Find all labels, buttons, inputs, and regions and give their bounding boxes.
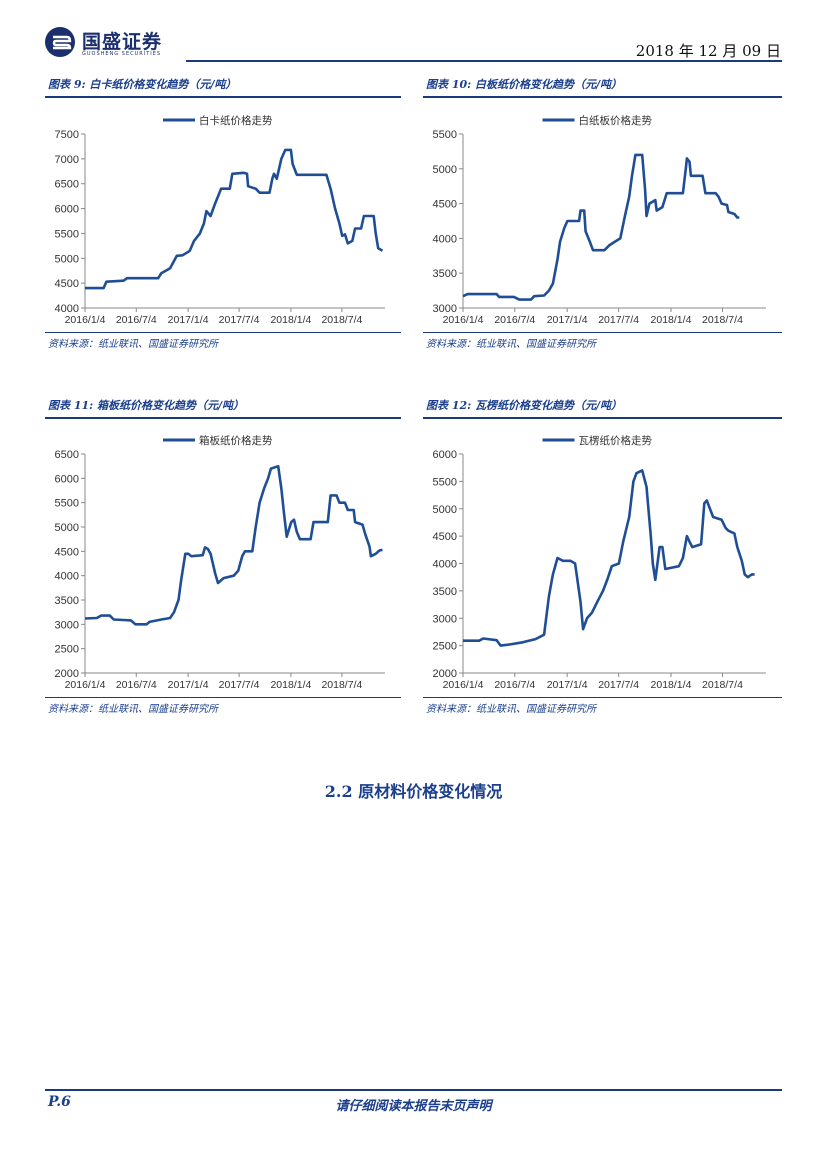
x-tick-label: 2018/1/4: [270, 679, 311, 691]
x-tick-label: 2016/1/4: [65, 679, 106, 691]
x-tick-label: 2017/1/4: [547, 314, 588, 326]
x-tick-label: 2017/7/4: [598, 679, 639, 691]
chart-white-board: 3000 3500 4000 4500 5000 5500 2016/1/4 2016/7/4…: [433, 114, 766, 326]
y-tick-label: 4000: [433, 559, 457, 571]
x-tick-label: 2018/1/4: [270, 314, 311, 326]
chart-source-11: 资料来源：纸业联讯、国盛证券研究所: [48, 704, 218, 715]
legend-label: 瓦楞纸价格走势: [579, 434, 653, 447]
y-tick-label: 4500: [55, 278, 79, 290]
y-tick-label: 6000: [55, 204, 79, 216]
x-tick-label: 2018/1/4: [651, 679, 692, 691]
caption-rule-11: [45, 417, 401, 419]
series-line: [463, 469, 755, 647]
y-tick-label: 4500: [433, 531, 457, 543]
chart-source-10: 资料来源：纸业联讯、国盛证券研究所: [426, 339, 596, 350]
header-rule: [186, 60, 782, 62]
y-tick-label: 2000: [55, 668, 79, 680]
chart-caption-11: 图表 11: 箱板纸价格变化趋势（元/吨）: [48, 399, 245, 412]
y-tick-label: 6000: [433, 449, 457, 461]
y-tick-label: 4500: [433, 199, 457, 211]
x-tick-label: 2016/1/4: [443, 314, 484, 326]
x-tick-label: 2017/7/4: [219, 314, 260, 326]
y-tick-label: 3500: [433, 268, 457, 280]
y-tick-label: 5000: [55, 253, 79, 265]
chart-caption-10: 图表 10: 白板纸价格变化趋势（元/吨）: [426, 78, 623, 91]
series-line: [85, 148, 384, 290]
y-tick-label: 2000: [433, 668, 457, 680]
logo-subtext: GUOSHENG SECURITIES: [82, 51, 162, 57]
y-tick-label: 6500: [55, 449, 79, 461]
x-tick-label: 2018/7/4: [321, 314, 362, 326]
y-tick-label: 5500: [55, 228, 79, 240]
x-tick-label: 2017/7/4: [219, 679, 260, 691]
footer-disclaimer: 请仔细阅读本报告末页声明: [335, 1099, 492, 1114]
x-tick-label: 2017/1/4: [168, 679, 209, 691]
source-rule-10: [423, 332, 782, 333]
y-tick-label: 2500: [55, 644, 79, 656]
y-tick-label: 7500: [55, 129, 79, 141]
x-tick-label: 2016/7/4: [116, 679, 157, 691]
section-heading: 2.2 原材料价格变化情况: [324, 782, 503, 801]
company-logo: [45, 27, 75, 57]
chart-corrugated-paper: 2000 2500 3000 3500 4000 4500 5000 5500 6000 2016…: [433, 434, 766, 691]
y-tick-label: 3500: [55, 595, 79, 607]
legend-label: 白纸板价格走势: [579, 114, 653, 127]
y-tick-label: 7000: [55, 154, 79, 166]
y-tick-label: 5000: [433, 164, 457, 176]
series-line: [462, 153, 740, 301]
y-tick-label: 5500: [433, 129, 457, 141]
y-tick-label: 5000: [55, 522, 79, 534]
page-number: P.6: [48, 1094, 71, 1110]
y-tick-label: 3000: [433, 303, 457, 315]
y-tick-label: 3500: [433, 586, 457, 598]
x-tick-label: 2017/1/4: [168, 314, 209, 326]
chart-source-12: 资料来源：纸业联讯、国盛证券研究所: [426, 704, 596, 715]
logo-text: 国盛证券: [82, 31, 163, 53]
y-tick-label: 6500: [55, 179, 79, 191]
footer-rule: [45, 1089, 782, 1091]
y-tick-label: 5000: [433, 504, 457, 516]
x-tick-label: 2017/7/4: [598, 314, 639, 326]
y-tick-label: 3000: [55, 619, 79, 631]
chart-caption-12: 图表 12: 瓦楞纸价格变化趋势（元/吨）: [426, 399, 623, 412]
y-tick-label: 4000: [55, 571, 79, 583]
x-tick-label: 2017/1/4: [547, 679, 588, 691]
y-tick-label: 6000: [55, 473, 79, 485]
x-tick-label: 2018/7/4: [702, 314, 743, 326]
chart-white-cardboard: 4000 4500 5000 5500 6000 6500 7000 7500 2016/1/4…: [55, 114, 385, 326]
x-tick-label: 2018/1/4: [651, 314, 692, 326]
source-rule-11: [45, 697, 401, 698]
y-tick-label: 2500: [433, 641, 457, 653]
caption-rule-12: [423, 417, 782, 419]
x-tick-label: 2018/7/4: [702, 679, 743, 691]
series-line: [84, 464, 383, 626]
legend-label: 箱板纸价格走势: [199, 434, 273, 447]
chart-container-board: 2000 2500 3000 3500 4000 4500 5000 5500 6000 6500…: [55, 434, 385, 691]
x-tick-label: 2016/7/4: [116, 314, 157, 326]
source-rule-9: [45, 332, 401, 333]
x-tick-label: 2018/7/4: [321, 679, 362, 691]
source-rule-12: [423, 697, 782, 698]
y-tick-label: 4000: [55, 303, 79, 315]
chart-caption-9: 图表 9: 白卡纸价格变化趋势（元/吨）: [48, 78, 237, 91]
y-tick-label: 5500: [55, 498, 79, 510]
x-tick-label: 2016/1/4: [443, 679, 484, 691]
x-tick-label: 2016/1/4: [65, 314, 106, 326]
chart-source-9: 资料来源：纸业联讯、国盛证券研究所: [48, 339, 218, 350]
y-tick-label: 5500: [433, 476, 457, 488]
caption-rule-9: [45, 96, 401, 98]
legend-label: 白卡纸价格走势: [199, 114, 273, 127]
y-tick-label: 4000: [433, 233, 457, 245]
caption-rule-10: [423, 96, 782, 98]
y-tick-label: 3000: [433, 613, 457, 625]
x-tick-label: 2016/7/4: [494, 314, 535, 326]
x-tick-label: 2016/7/4: [494, 679, 535, 691]
report-date: 2018 年 12 月 09 日: [635, 42, 781, 60]
y-tick-label: 4500: [55, 546, 79, 558]
